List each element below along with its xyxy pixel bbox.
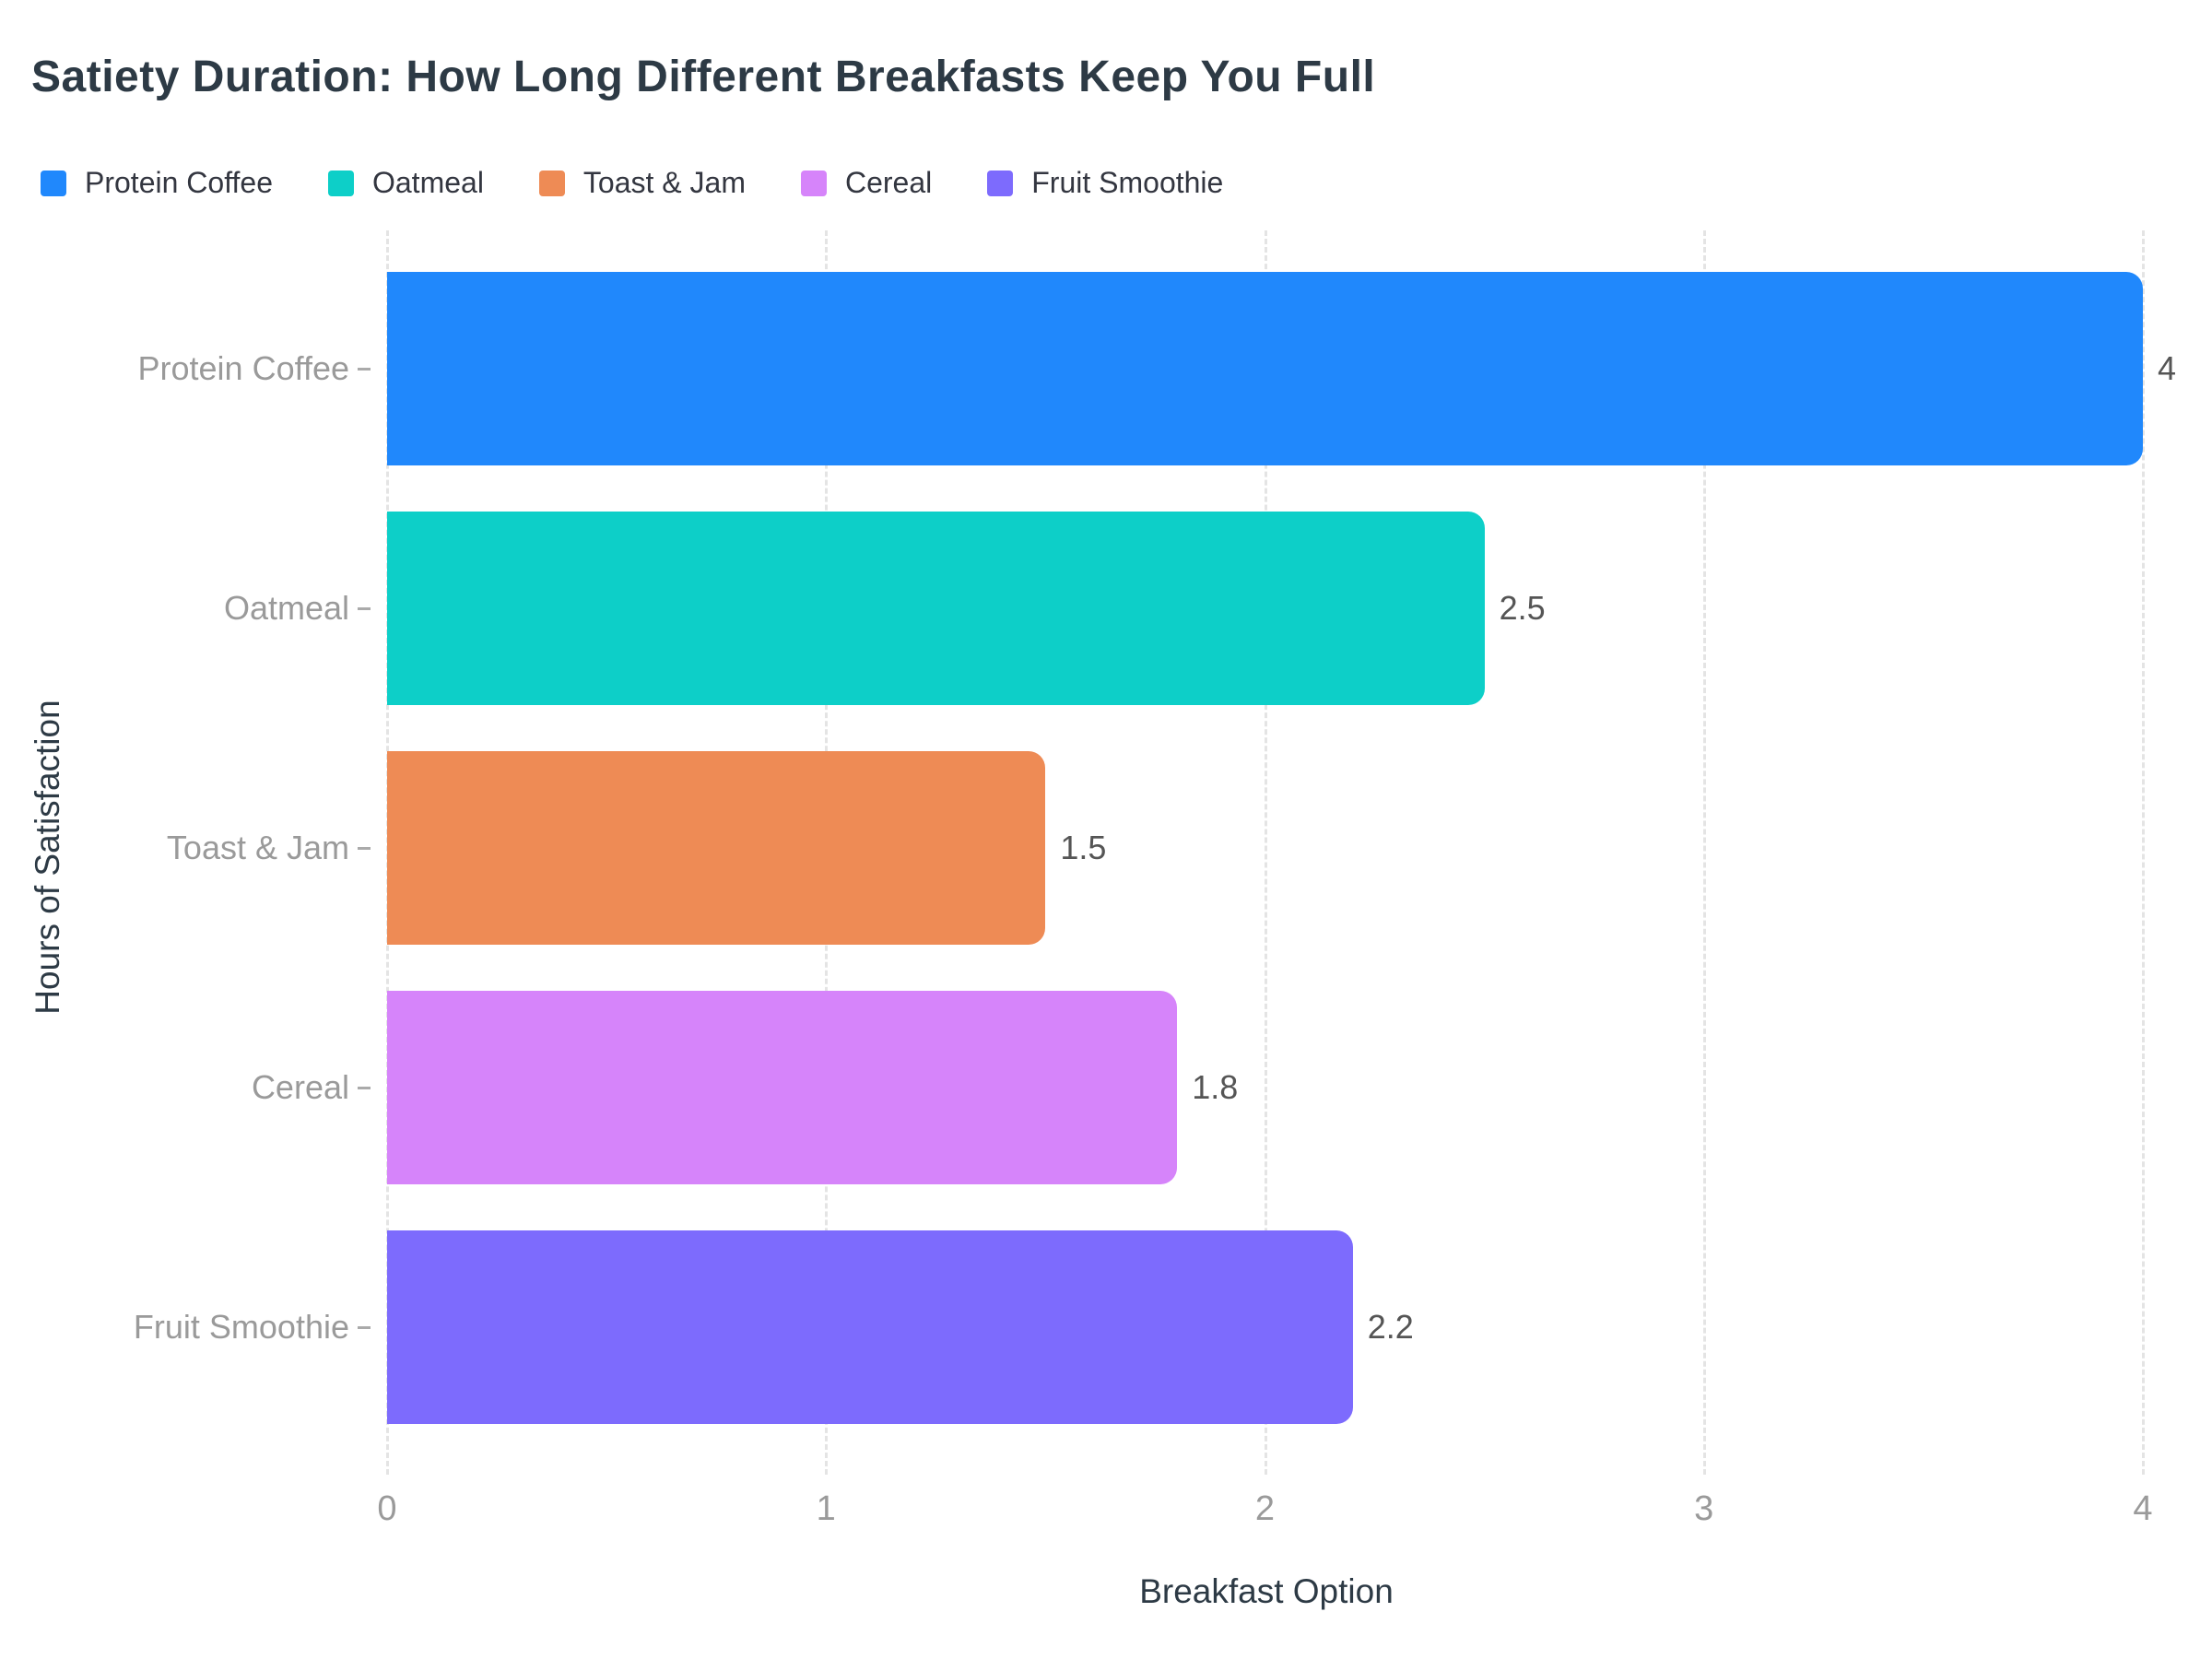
bar-value-label: 1.8: [1192, 1068, 1239, 1106]
bar-value-label: 2.5: [1499, 589, 1546, 627]
bar-rows-container: Protein Coffee 4 Oatmeal 2.5 Toast & Jam 1.5 C…: [0, 249, 2176, 1447]
legend-item-label: Protein Coffee: [85, 166, 273, 199]
x-tick-label: 1: [816, 1489, 836, 1528]
y-tick-mark: [358, 367, 371, 371]
bar-row-protein-coffee: Protein Coffee 4: [0, 249, 2176, 488]
bar-cereal: [387, 991, 1178, 1184]
y-category-cell: Cereal: [0, 1068, 371, 1107]
y-category-label: Fruit Smoothie: [133, 1308, 349, 1346]
x-tick-label: 4: [2133, 1489, 2153, 1528]
y-category-label: Oatmeal: [223, 589, 349, 627]
y-category-cell: Toast & Jam: [0, 829, 371, 867]
y-tick-mark: [358, 1086, 371, 1089]
y-category-label: Toast & Jam: [166, 829, 349, 866]
legend-item-cereal[interactable]: Cereal: [800, 166, 933, 200]
legend-swatch-icon: [987, 170, 1014, 196]
y-category-label: Cereal: [251, 1068, 349, 1106]
bar-row-cereal: Cereal 1.8: [0, 968, 2143, 1207]
bar-value-label: 4: [2158, 349, 2177, 387]
y-category-cell: Oatmeal: [0, 589, 371, 628]
bar-track: 1.5: [387, 728, 2143, 968]
bar-track: 4: [387, 249, 2176, 488]
legend-item-label: Fruit Smoothie: [1031, 166, 1224, 199]
y-category-label: Protein Coffee: [137, 349, 349, 387]
legend-item-label: Oatmeal: [371, 166, 484, 199]
bar-row-toast-jam: Toast & Jam 1.5: [0, 728, 2143, 968]
legend-item-label: Cereal: [844, 166, 933, 199]
y-category-cell: Fruit Smoothie: [0, 1308, 371, 1347]
bar-value-label: 2.2: [1367, 1308, 1414, 1346]
x-axis-tick-labels: 0 1 2 3 4: [377, 1489, 2152, 1534]
bar-fruit-smoothie: [387, 1230, 1353, 1424]
y-category-cell: Protein Coffee: [0, 349, 371, 388]
legend-item-fruit-smoothie[interactable]: Fruit Smoothie: [987, 166, 1223, 200]
legend-item-toast-jam[interactable]: Toast & Jam: [538, 166, 746, 200]
chart-title: Satiety Duration: How Long Different Bre…: [31, 53, 1376, 101]
x-tick-label: 3: [1694, 1489, 1714, 1528]
y-tick-mark: [358, 1325, 371, 1329]
legend: Protein Coffee Oatmeal Toast & Jam Cereal Fr…: [41, 166, 1223, 200]
legend-item-protein-coffee[interactable]: Protein Coffee: [41, 166, 273, 200]
legend-swatch-icon: [41, 170, 66, 196]
legend-swatch-icon: [800, 170, 827, 196]
bar-oatmeal: [387, 512, 1485, 705]
bar-row-fruit-smoothie: Fruit Smoothie 2.2: [0, 1207, 2143, 1447]
bar-row-oatmeal: Oatmeal 2.5: [0, 488, 2143, 728]
bar-protein-coffee: [387, 272, 2143, 465]
y-tick-mark: [358, 606, 371, 610]
bar-track: 1.8: [387, 968, 2143, 1207]
bar-value-label: 1.5: [1060, 829, 1107, 866]
legend-item-oatmeal[interactable]: Oatmeal: [327, 166, 484, 200]
y-axis-title: Hours of Satisfaction: [29, 700, 66, 1015]
bar-track: 2.2: [387, 1207, 2143, 1447]
x-axis-title: Breakfast Option: [1139, 1572, 1394, 1610]
x-tick-label: 2: [1254, 1489, 1276, 1528]
bar-track: 2.5: [387, 488, 2143, 728]
legend-swatch-icon: [538, 170, 565, 196]
bar-toast-jam: [387, 751, 1046, 945]
legend-swatch-icon: [327, 170, 354, 196]
legend-item-label: Toast & Jam: [582, 166, 746, 199]
x-tick-label: 0: [377, 1489, 397, 1528]
y-tick-mark: [358, 846, 371, 850]
